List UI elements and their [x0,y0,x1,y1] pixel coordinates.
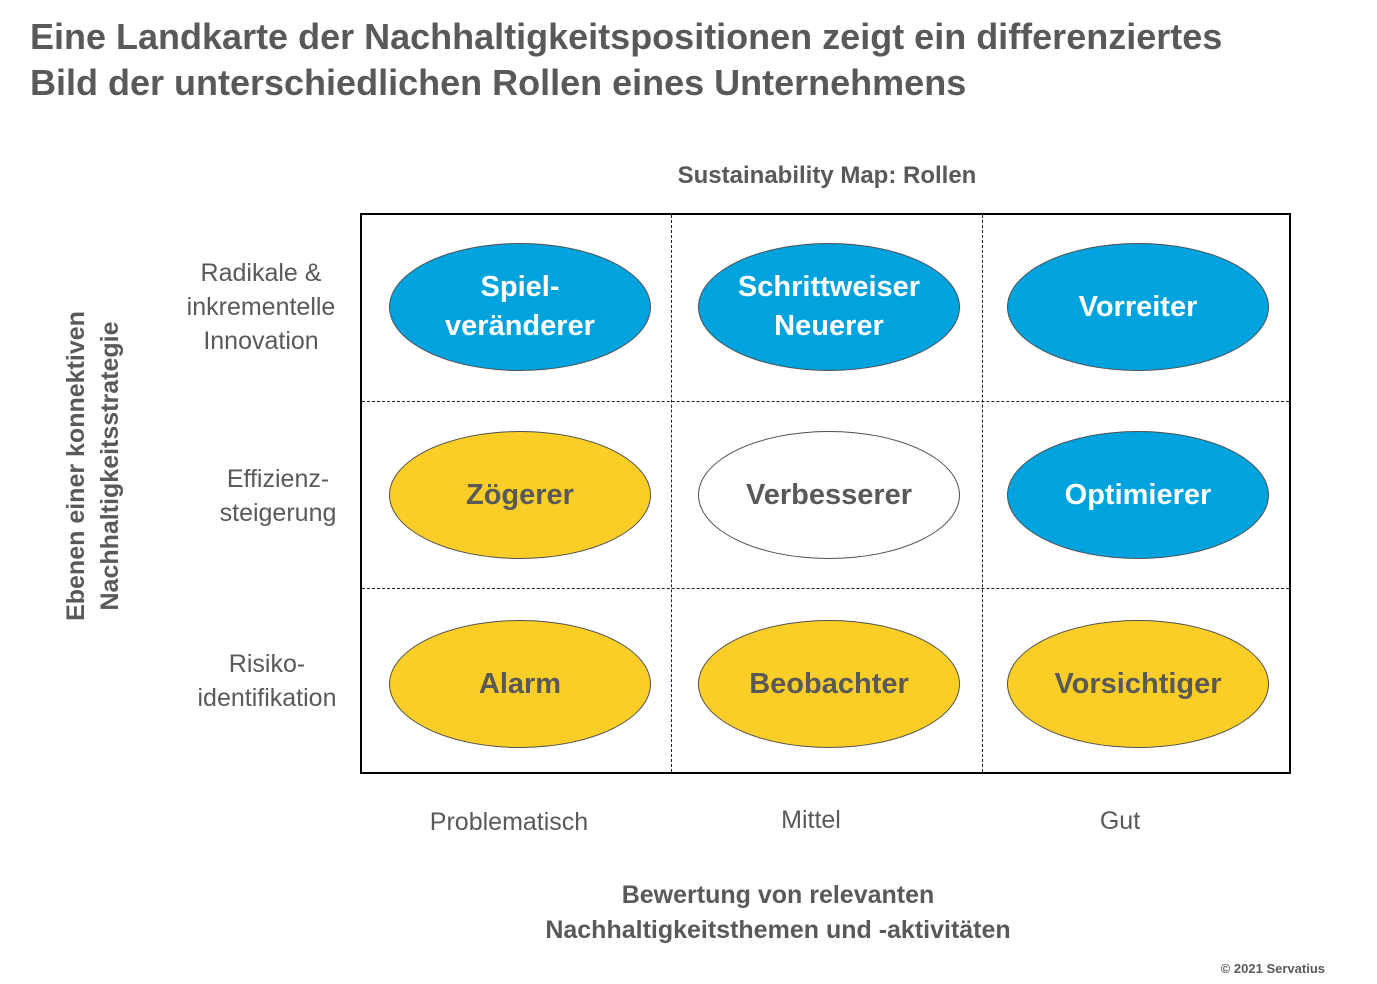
page-title-line-1: Eine Landkarte der Nachhaltigkeitspositi… [30,16,1223,57]
x-axis-title: Bewertung von relevanten Nachhaltigkeits… [545,881,1011,944]
role-vorsichtiger: Vorsichtiger [1007,620,1269,748]
page-title-line-2: Bild der unterschiedlichen Rollen eines … [30,62,967,103]
role-verbesserer: Verbesserer [698,431,960,559]
map-title: Sustainability Map: Rollen [677,162,977,189]
role-zoegerer: Zögerer [389,431,651,559]
row-label-risk: Risiko- identifikation [197,650,337,712]
column-label-problematisch: Problematisch [429,808,589,836]
row-divider [362,588,1289,589]
role-alarm: Alarm [389,620,651,748]
role-vorreiter: Vorreiter [1007,243,1269,371]
role-beobachter: Beobachter [698,620,960,748]
column-divider [671,215,672,772]
role-optimierer: Optimierer [1007,431,1269,559]
y-axis-title: Ebenen einer konnektiven Nachhaltigkeits… [62,311,124,621]
column-label-mittel: Mittel [781,806,841,834]
column-label-gut: Gut [1099,807,1141,835]
row-label-innovation: Radikale & inkrementelle Innovation [186,259,336,355]
row-label-efficiency: Effizienz- steigerung [219,465,337,527]
copyright-notice: © 2021 Servatius [1220,961,1325,976]
role-schrittweiser-neuerer: Schrittweiser Neuerer [698,243,960,371]
column-divider [982,215,983,772]
sustainability-map-grid [360,213,1291,774]
role-spielveraenderer: Spiel- veränderer [389,243,651,371]
row-divider [362,401,1289,402]
